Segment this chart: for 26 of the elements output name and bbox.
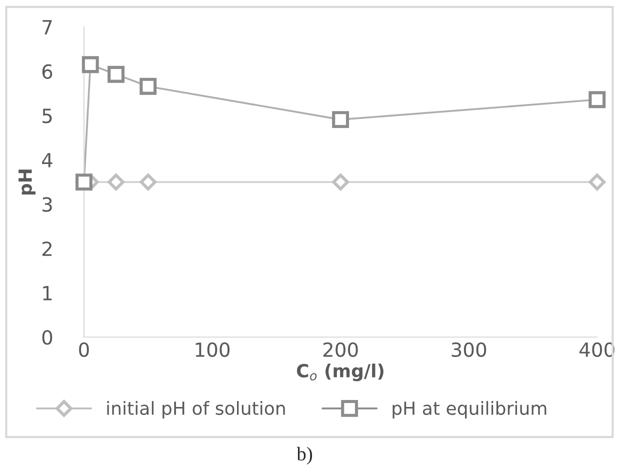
y-axis-title: pH (18, 170, 36, 195)
y-tick-label: 2 (42, 241, 52, 256)
y-tick-label: 3 (42, 197, 52, 212)
point (588, 174, 606, 190)
y-tick-label: 7 (42, 20, 52, 34)
legend-label: initial pH of solution (107, 401, 285, 419)
text: b) (296, 446, 312, 464)
y-tick-label: 1 (43, 286, 52, 300)
legend-label: pH at equilibrium (392, 401, 546, 419)
x-axis-title: C$_{o}$ (mg/l) (296, 364, 384, 382)
y-tick-label: 4 (42, 153, 52, 168)
point (82, 56, 99, 74)
point (108, 66, 125, 83)
x-tick-label: 200 (323, 342, 358, 358)
x-tick-label: 100 (196, 342, 230, 358)
point (332, 111, 350, 128)
y-tick-label: 5 (42, 108, 52, 124)
y-tick-label: 6 (42, 64, 52, 79)
point (108, 174, 124, 190)
point (588, 91, 606, 108)
x-tick-label: 300 (452, 342, 486, 358)
x-tick-label: 0 (79, 342, 89, 358)
y-tick-label: 0 (42, 330, 52, 345)
point (332, 174, 349, 190)
point (140, 78, 157, 95)
point (140, 174, 157, 190)
